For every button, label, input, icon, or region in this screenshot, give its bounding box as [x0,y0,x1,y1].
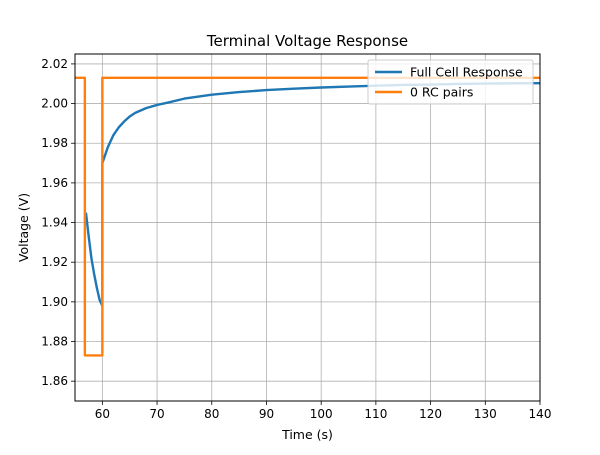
x-tick-label: 120 [419,407,442,421]
x-tick-label: 100 [310,407,333,421]
x-tick-label: 60 [95,407,110,421]
x-tick-label: 140 [529,407,552,421]
y-tick-label: 2.00 [41,97,68,111]
plot-frame [74,53,541,402]
x-tick-label: 110 [364,407,387,421]
legend-label-full-cell-response: Full Cell Response [410,65,523,80]
legend-box [367,59,534,105]
y-tick-label: 1.94 [41,216,68,230]
y-axis-ticks: 1.86 1.88 1.90 1.92 1.94 1.96 1.98 2.00 2.02 [41,57,75,388]
series-line-0-rc-pairs [75,76,540,357]
y-tick-label: 1.98 [41,136,68,150]
y-axis-label: Voltage (V) [16,193,31,262]
y-tick-label: 1.92 [41,255,68,269]
y-tick-label: 1.96 [41,176,68,190]
y-tick-label: 2.02 [41,57,68,71]
legend: Full Cell Response 0 RC pairs [367,59,534,105]
x-tick-label: 90 [259,407,274,421]
x-axis-ticks: 60 70 80 90 100 110 120 130 140 [95,401,552,421]
x-axis-label: Time (s) [281,427,333,442]
x-tick-label: 70 [149,407,164,421]
legend-label-0-rc-pairs: 0 RC pairs [410,85,473,100]
x-tick-label: 130 [474,407,497,421]
chart-title: Terminal Voltage Response [206,32,408,50]
y-tick-label: 1.90 [41,295,68,309]
y-tick-label: 1.86 [41,374,68,388]
x-tick-label: 80 [204,407,219,421]
y-tick-label: 1.88 [41,335,68,349]
